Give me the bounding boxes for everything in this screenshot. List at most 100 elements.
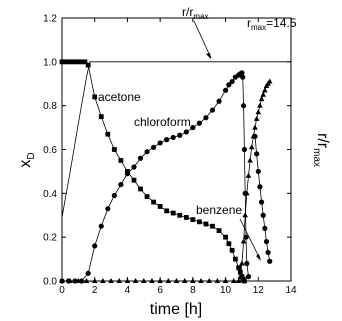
point bbox=[149, 278, 155, 283]
series-4-line bbox=[61, 61, 291, 218]
x-tick-label: 6 bbox=[157, 285, 163, 296]
point bbox=[254, 151, 260, 157]
point bbox=[111, 147, 117, 152]
chloroform-label: chloroform bbox=[134, 115, 191, 129]
point bbox=[83, 278, 90, 283]
point bbox=[260, 212, 266, 218]
point bbox=[230, 278, 237, 283]
x-axis-label: time [h] bbox=[150, 301, 202, 318]
x-tick-label: 10 bbox=[220, 285, 232, 296]
point bbox=[222, 278, 229, 283]
point bbox=[79, 59, 85, 65]
y2-axis-label: r/rmax bbox=[311, 133, 331, 167]
y-tick-label: 0.2 bbox=[43, 233, 57, 244]
point bbox=[59, 59, 65, 65]
y-axis-ticks: 0.0 0.2 0.4 0.6 0.8 1.0 1.2 bbox=[43, 14, 291, 288]
point bbox=[183, 215, 189, 220]
point bbox=[124, 171, 131, 177]
point bbox=[240, 103, 247, 109]
point bbox=[144, 149, 150, 155]
point bbox=[82, 59, 88, 65]
series-2 bbox=[59, 78, 273, 283]
point bbox=[98, 114, 104, 120]
point bbox=[59, 278, 65, 283]
point bbox=[181, 278, 188, 283]
point bbox=[245, 274, 252, 280]
x-axis-ticks: 0 2 4 6 8 10 12 14 bbox=[59, 18, 297, 296]
ratio-label-main: r/r bbox=[182, 5, 193, 19]
point bbox=[190, 217, 196, 223]
point bbox=[235, 278, 242, 283]
point bbox=[100, 278, 106, 283]
point bbox=[203, 221, 209, 227]
point bbox=[222, 87, 229, 93]
point bbox=[243, 234, 249, 240]
y-tick-label: 0.0 bbox=[43, 277, 57, 288]
point bbox=[262, 87, 268, 93]
point bbox=[92, 94, 98, 100]
point bbox=[105, 131, 111, 137]
series-1 bbox=[59, 70, 252, 284]
point bbox=[226, 82, 232, 88]
point bbox=[157, 140, 163, 146]
point bbox=[244, 190, 250, 196]
y-axis-label-sub: D bbox=[26, 152, 37, 159]
point bbox=[118, 181, 124, 188]
rmax-label-main: r bbox=[247, 16, 251, 30]
rmax-label: rmax=14.5 bbox=[247, 16, 297, 32]
series-layer bbox=[59, 59, 291, 284]
point bbox=[196, 120, 202, 126]
point bbox=[240, 238, 247, 244]
point bbox=[247, 157, 253, 163]
ratio-arrow-head bbox=[206, 53, 211, 59]
acetone-label: acetone bbox=[98, 90, 141, 104]
ratio-label-sub: max bbox=[193, 12, 208, 21]
point bbox=[241, 146, 247, 153]
benzene-pointer bbox=[239, 218, 261, 260]
point bbox=[138, 186, 143, 192]
point bbox=[257, 184, 263, 190]
point bbox=[157, 278, 163, 283]
point bbox=[240, 74, 246, 80]
point bbox=[151, 199, 156, 205]
y2-axis-label-main: r/r bbox=[314, 133, 331, 149]
point bbox=[239, 260, 245, 266]
point bbox=[236, 265, 242, 271]
point bbox=[258, 199, 265, 205]
point bbox=[131, 164, 137, 170]
point bbox=[257, 102, 263, 108]
point bbox=[232, 256, 238, 262]
y-tick-label: 0.8 bbox=[43, 101, 57, 112]
point bbox=[214, 278, 221, 283]
point bbox=[266, 78, 273, 84]
point bbox=[116, 278, 123, 283]
point bbox=[190, 278, 196, 283]
x-tick-label: 14 bbox=[285, 285, 297, 296]
rmax-label-value: =14.5 bbox=[266, 16, 297, 30]
point bbox=[223, 234, 228, 240]
point bbox=[92, 243, 98, 249]
point bbox=[206, 278, 213, 283]
point bbox=[66, 59, 71, 65]
rmax-label-sub: max bbox=[251, 23, 266, 32]
point bbox=[137, 155, 144, 161]
point bbox=[72, 59, 78, 65]
point bbox=[248, 144, 255, 150]
x-tick-label: 0 bbox=[59, 285, 65, 296]
x-tick-label: 12 bbox=[253, 285, 265, 296]
point bbox=[242, 212, 248, 218]
point bbox=[151, 144, 157, 150]
point bbox=[253, 115, 260, 121]
point bbox=[177, 212, 183, 218]
ratio-label: r/rmax bbox=[182, 5, 208, 21]
series-3 bbox=[252, 133, 273, 264]
point bbox=[229, 78, 235, 85]
point bbox=[226, 241, 232, 247]
y-tick-label: 1.2 bbox=[43, 14, 57, 25]
series-0-line bbox=[62, 61, 245, 282]
point bbox=[75, 59, 81, 65]
point bbox=[216, 228, 222, 233]
y2-axis-label-sub: max bbox=[311, 148, 322, 167]
point bbox=[197, 219, 202, 225]
